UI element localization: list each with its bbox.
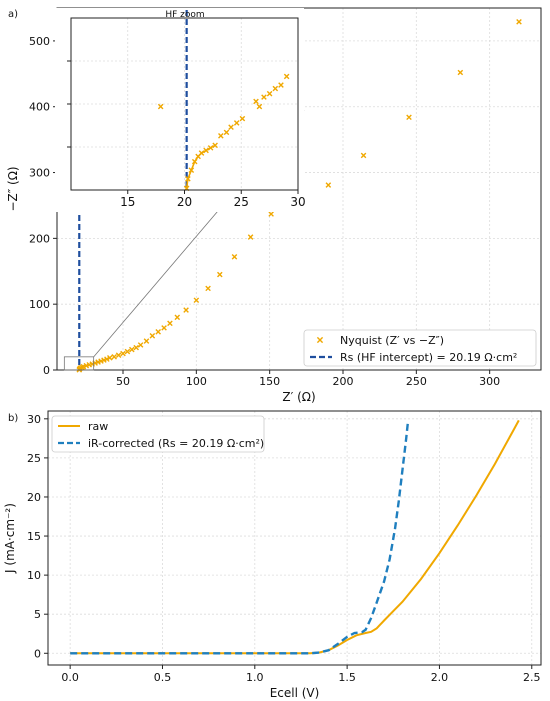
panel-b-polarization: b) 0.0 0.5 1.0 1.5 2.0 2.5 0 5 10 15 20 25 30 Ecell … bbox=[3, 410, 542, 700]
nyquist-point bbox=[133, 344, 139, 351]
y-tick-label: 200 bbox=[29, 232, 50, 245]
y-tick-label: 400 bbox=[29, 101, 50, 114]
series-ir-corrected-line bbox=[70, 420, 410, 655]
y-tick-label: 10 bbox=[27, 569, 41, 582]
panel-a-nyquist: a) 50 100 150 200 250 300 0 100 200 300 400 500 Z′ … bbox=[6, 7, 542, 404]
nyquist-point bbox=[268, 211, 274, 217]
x-tick-label: 300 bbox=[479, 375, 500, 388]
inset-x-tick-label: 15 bbox=[120, 195, 135, 209]
x-tick-label: 250 bbox=[406, 375, 427, 388]
hf-zoom-inset: 15 20 25 30 HF zoom bbox=[55, 8, 306, 212]
legend-ir-corrected-label: iR-corrected (Rs = 20.19 Ω·cm²) bbox=[88, 437, 264, 450]
x-tick-label: 100 bbox=[186, 375, 207, 388]
panel-b-legend: raw iR-corrected (Rs = 20.19 Ω·cm²) bbox=[51, 415, 265, 453]
panel-a-legend: Nyquist (Z′ vs −Z″) Rs (HF intercept) = … bbox=[303, 329, 537, 367]
nyquist-point bbox=[137, 342, 144, 348]
series-raw-line bbox=[70, 419, 520, 655]
x-tick-label: 200 bbox=[333, 375, 354, 388]
inset-nyquist-point bbox=[239, 115, 246, 122]
x-tick-label: 1.5 bbox=[338, 671, 356, 684]
nyquist-point bbox=[107, 355, 113, 361]
nyquist-point bbox=[457, 69, 464, 76]
x-tick-label: 2.0 bbox=[431, 671, 449, 684]
nyquist-point bbox=[143, 338, 150, 344]
panel-b-y-axis-label: J (mA·cm⁻²) bbox=[3, 503, 17, 574]
panel-a-y-axis-label: −Z″ (Ω) bbox=[6, 166, 20, 211]
y-tick-label: 300 bbox=[29, 167, 50, 180]
nyquist-point bbox=[129, 346, 135, 353]
x-tick-label: 1.0 bbox=[246, 671, 264, 684]
inset-nyquist-point bbox=[157, 103, 164, 110]
y-tick-label: 100 bbox=[29, 298, 50, 311]
nyquist-point bbox=[247, 234, 254, 240]
legend-x-marker bbox=[316, 336, 324, 344]
nyquist-point bbox=[360, 152, 367, 159]
nyquist-point bbox=[205, 285, 211, 292]
nyquist-point bbox=[161, 325, 167, 331]
x-tick-label: 50 bbox=[116, 375, 130, 388]
inset-nyquist-point bbox=[266, 90, 273, 97]
inset-axes-frame bbox=[70, 17, 299, 191]
y-tick-label: 15 bbox=[27, 530, 41, 543]
nyquist-point bbox=[183, 307, 189, 313]
inset-nyquist-point bbox=[233, 120, 240, 126]
legend-nyquist-label: Nyquist (Z′ vs −Z″) bbox=[340, 334, 444, 347]
x-tick-label: 150 bbox=[259, 375, 280, 388]
nyquist-point bbox=[325, 182, 332, 188]
inset-title: HF zoom bbox=[165, 10, 204, 20]
nyquist-point bbox=[406, 114, 412, 121]
legend-x-marker-icon bbox=[316, 336, 324, 344]
legend-raw-label: raw bbox=[88, 420, 108, 433]
inset-nyquist-point bbox=[218, 133, 224, 139]
nyquist-point bbox=[124, 348, 131, 355]
inset-nyquist-point bbox=[253, 98, 259, 105]
y-tick-label: 500 bbox=[29, 35, 50, 48]
x-tick-label: 0.0 bbox=[61, 671, 79, 684]
panel-a-x-axis-label: Z′ (Ω) bbox=[282, 390, 315, 404]
inset-nyquist-point bbox=[223, 129, 230, 136]
inset-nyquist-point bbox=[278, 82, 284, 88]
nyquist-point bbox=[155, 329, 161, 335]
inset-nyquist-point bbox=[272, 85, 279, 92]
y-tick-label: 25 bbox=[27, 452, 41, 465]
nyquist-point bbox=[217, 271, 223, 278]
inset-fit-curve bbox=[185, 144, 216, 189]
nyquist-point bbox=[104, 356, 110, 362]
nyquist-point bbox=[120, 350, 126, 357]
nyquist-point bbox=[115, 352, 122, 358]
inset-x-tick-label: 25 bbox=[234, 195, 249, 209]
inset-x-tick-label: 20 bbox=[177, 195, 192, 209]
y-tick-label: 0 bbox=[43, 364, 50, 377]
inset-nyquist-point bbox=[228, 124, 234, 131]
nyquist-point bbox=[174, 314, 181, 321]
nyquist-point bbox=[167, 320, 173, 327]
y-tick-label: 0 bbox=[34, 647, 41, 660]
y-tick-label: 30 bbox=[27, 413, 41, 426]
panel-b-label: b) bbox=[8, 413, 18, 424]
nyquist-point bbox=[149, 332, 156, 339]
panel-b-axes-frame bbox=[47, 410, 542, 666]
inset-nyquist-point bbox=[256, 103, 263, 110]
nyquist-point bbox=[516, 19, 522, 25]
inset-nyquist-point bbox=[261, 94, 267, 100]
y-tick-label: 20 bbox=[27, 491, 41, 504]
zoom-region-box bbox=[63, 356, 95, 371]
panel-a-label: a) bbox=[8, 9, 18, 20]
legend-rs-label: Rs (HF intercept) = 20.19 Ω·cm² bbox=[340, 351, 517, 364]
x-tick-label: 2.5 bbox=[523, 671, 541, 684]
inset-x-tick-label: 30 bbox=[290, 195, 305, 209]
panel-b-x-axis-label: Ecell (V) bbox=[270, 686, 320, 700]
y-tick-label: 5 bbox=[34, 608, 41, 621]
inset-nyquist-point bbox=[283, 73, 290, 80]
nyquist-point bbox=[193, 297, 200, 304]
nyquist-point bbox=[111, 354, 117, 360]
nyquist-point bbox=[231, 253, 238, 260]
x-tick-label: 0.5 bbox=[154, 671, 172, 684]
